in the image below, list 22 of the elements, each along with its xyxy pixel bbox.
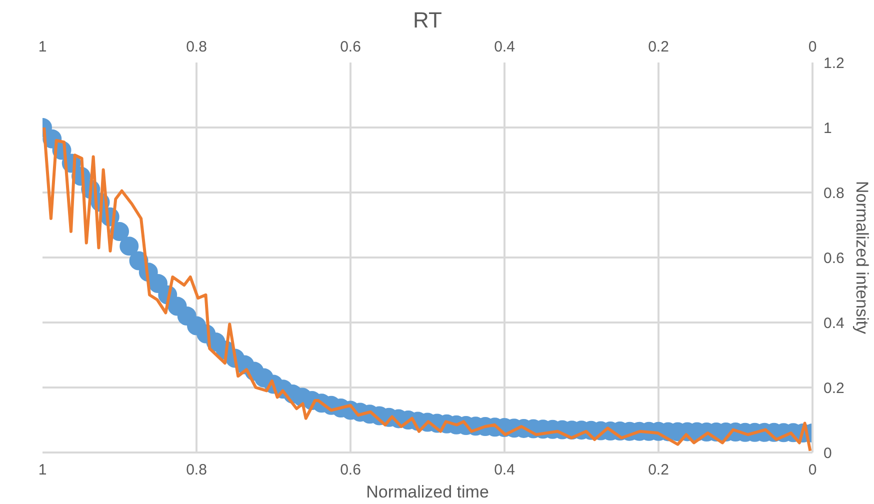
y-tick-label: 0.2 — [824, 380, 844, 397]
y-tick-label: 0.8 — [824, 185, 844, 202]
x2-tick-label: 0.8 — [186, 462, 207, 478]
x-tick-label: 0.2 — [648, 38, 669, 56]
x2-tick-label: 1 — [38, 462, 47, 478]
x-tick-label: 1 — [38, 38, 47, 56]
y-tick-label: 0 — [824, 445, 832, 462]
y-tick-label: 1.2 — [824, 55, 844, 72]
x-tick-label: 0.6 — [340, 38, 361, 56]
x2-tick-label: 0.4 — [494, 462, 515, 478]
y-axis-title: Normalized intensity — [852, 180, 872, 335]
x-tick-label: 0.8 — [186, 38, 207, 56]
y-tick-label: 0.6 — [824, 250, 844, 267]
x2-tick-label: 0.6 — [340, 462, 361, 478]
x-tick-label: 0.4 — [494, 38, 515, 56]
y-tick-label: 0.4 — [824, 315, 844, 332]
x2-tick-label: 0 — [808, 462, 817, 478]
x-tick-label: 0 — [808, 38, 817, 56]
y-tick-label: 1 — [824, 120, 832, 137]
x2-tick-label: 0.2 — [648, 462, 669, 478]
chart-title: RT — [413, 8, 442, 32]
x-axis-title: Normalized time — [366, 482, 489, 502]
